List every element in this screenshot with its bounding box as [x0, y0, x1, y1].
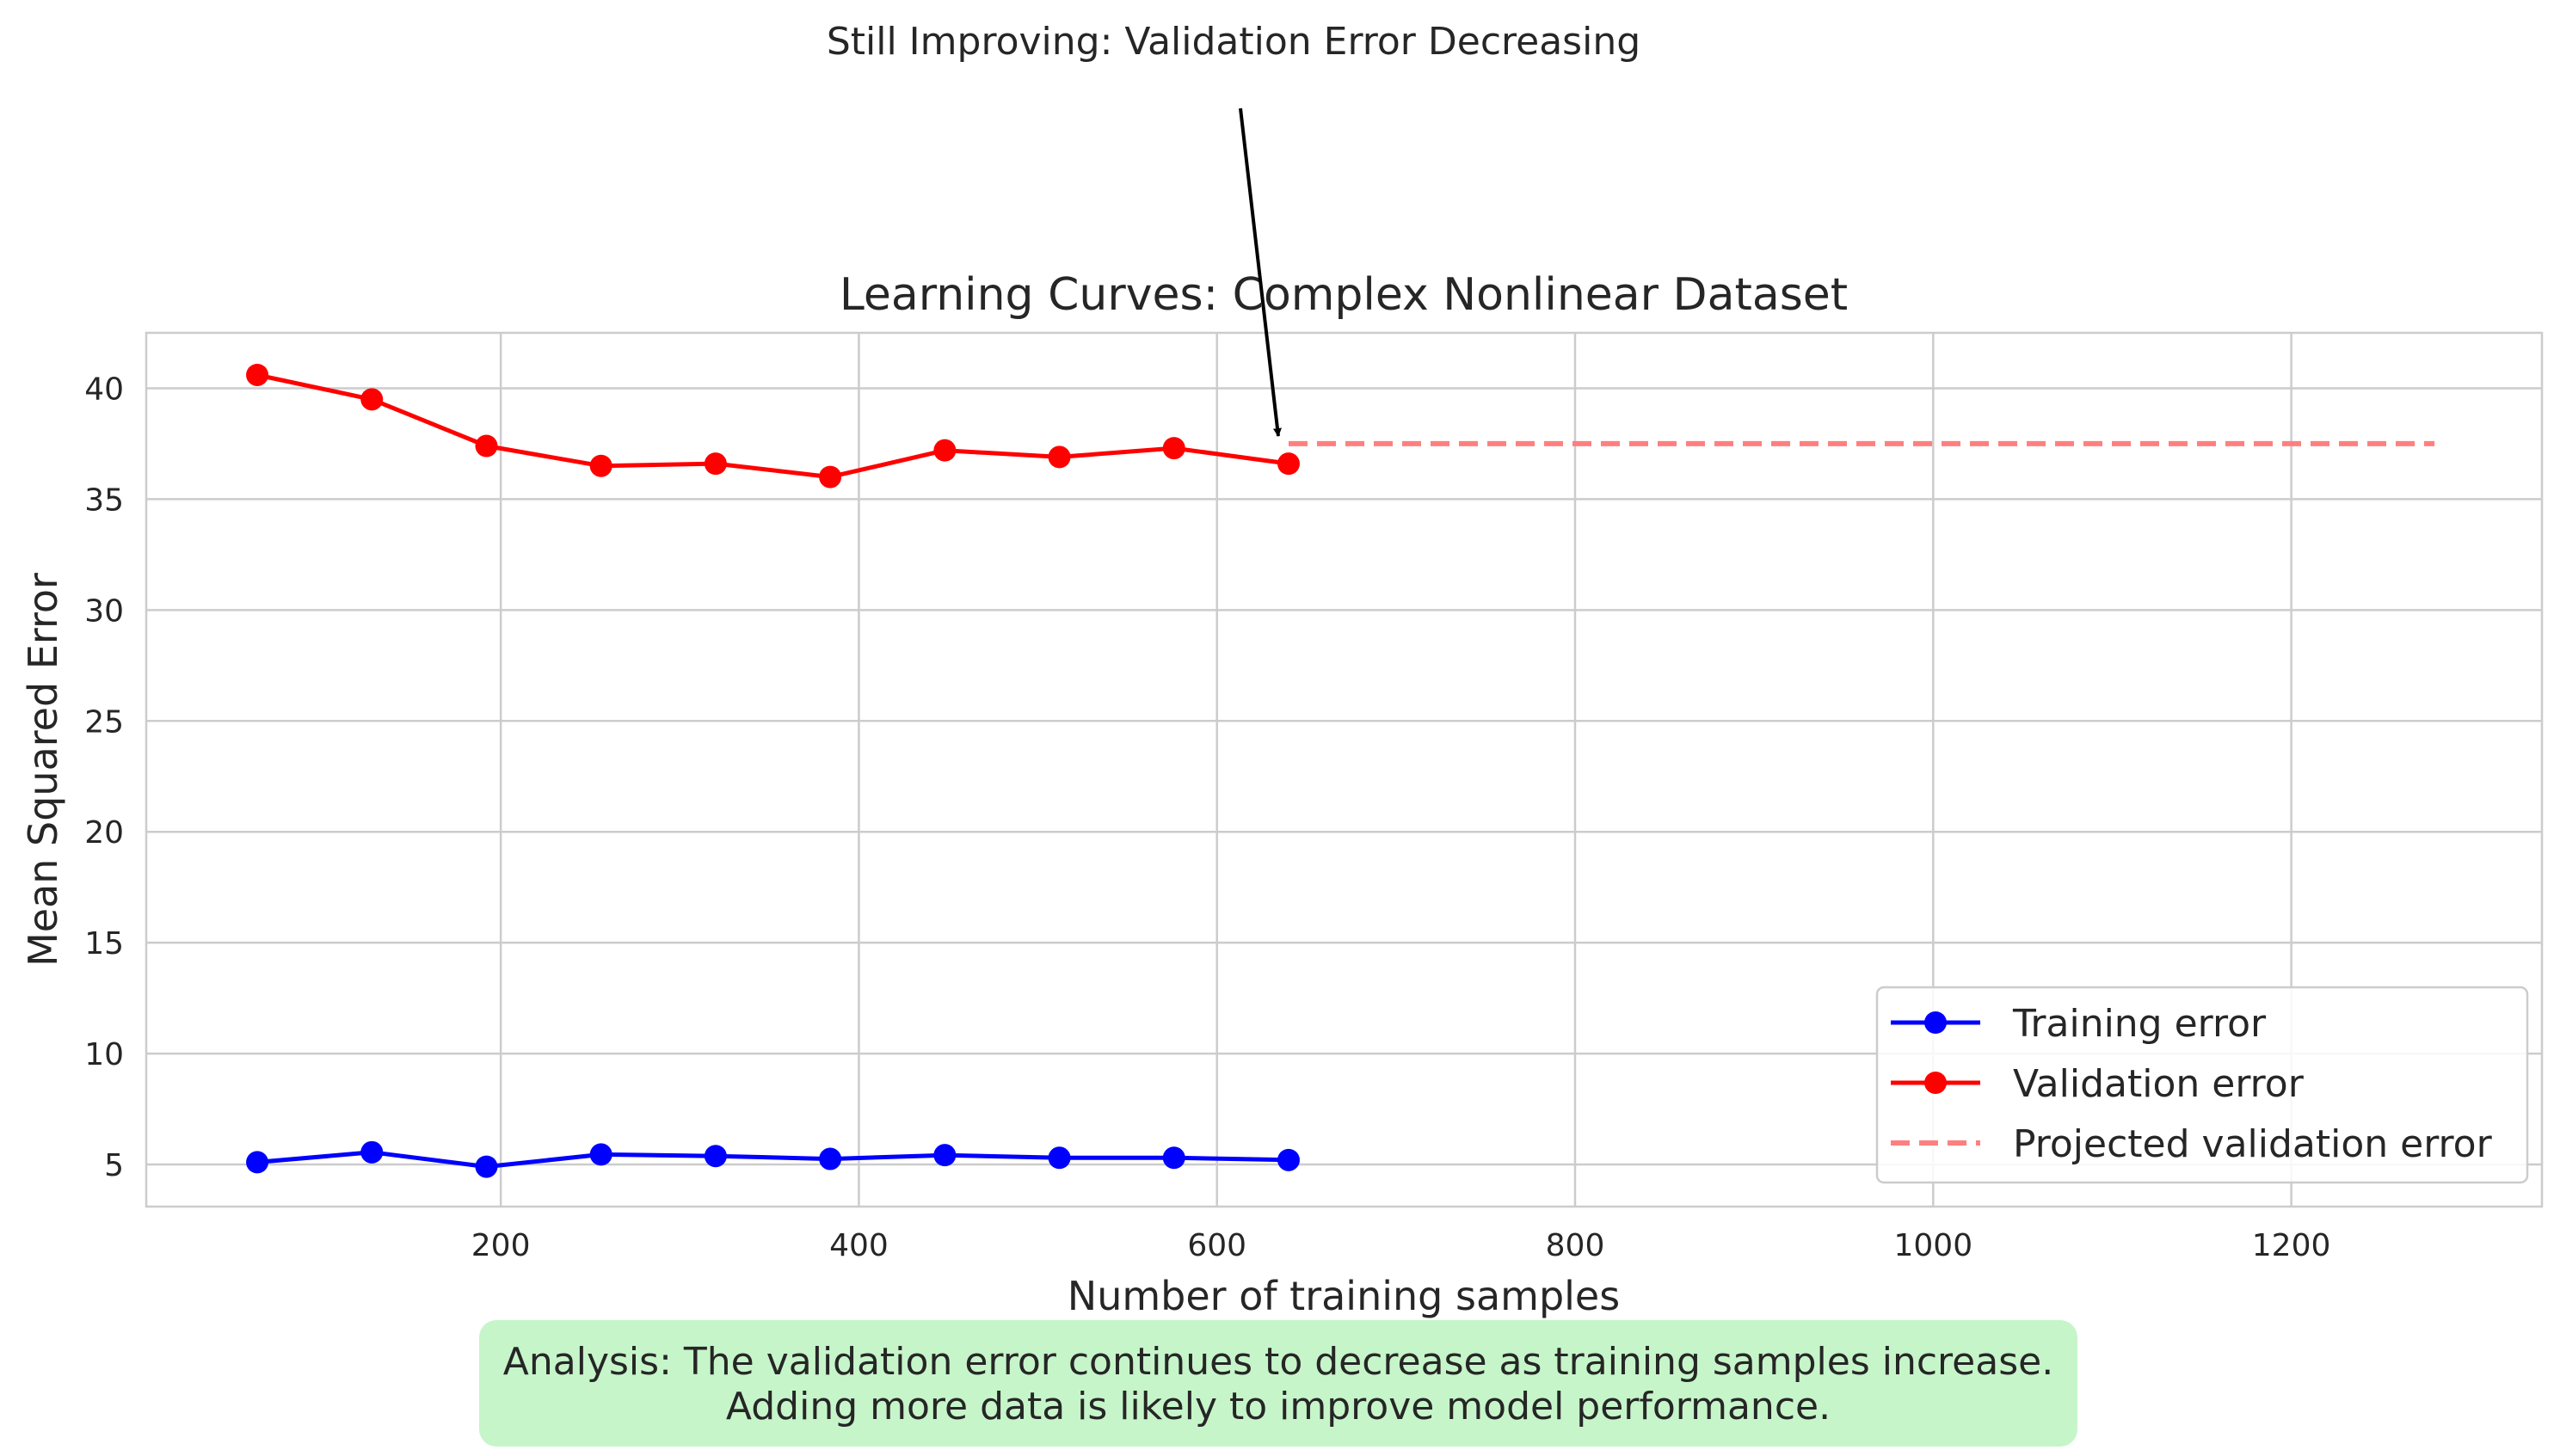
data-point — [704, 1145, 727, 1168]
data-point — [1162, 1146, 1185, 1170]
y-tick-label: 40 — [84, 372, 124, 407]
legend-items: Training error Validation error Projected … — [1891, 1002, 2493, 1166]
analysis-box: Analysis: The validation error continues… — [479, 1320, 2077, 1447]
y-tick-label: 10 — [84, 1037, 124, 1072]
data-point — [933, 439, 957, 462]
data-point — [246, 1151, 269, 1174]
data-point — [704, 452, 727, 476]
y-axis-label: Mean Squared Error — [20, 573, 66, 967]
y-tick-label: 25 — [84, 704, 124, 740]
annotation-arrow — [1239, 108, 1282, 437]
series-training-error — [246, 1140, 1300, 1178]
legend-swatch-marker — [1924, 1011, 1947, 1034]
x-tick-label: 1000 — [1893, 1228, 1972, 1263]
legend-label: Training error — [2012, 1002, 2267, 1046]
annotation: Still Improving: Validation Error Decrea… — [827, 20, 1640, 437]
y-tick-label: 30 — [84, 593, 124, 629]
annotation-text: Still Improving: Validation Error Decrea… — [827, 20, 1640, 64]
data-point — [933, 1144, 957, 1167]
data-point — [589, 1143, 612, 1166]
x-tick-label: 200 — [471, 1228, 531, 1263]
data-point — [360, 388, 384, 411]
y-tick-labels: 5 10 15 20 25 30 35 40 — [84, 372, 124, 1183]
series-validation-error — [246, 363, 1300, 488]
y-tick-label: 20 — [84, 815, 124, 851]
x-tick-label: 400 — [829, 1228, 889, 1263]
data-series — [246, 363, 2435, 1178]
y-tick-label: 35 — [84, 482, 124, 518]
x-axis-label: Number of training samples — [1068, 1273, 1620, 1319]
data-point — [1048, 445, 1071, 469]
y-tick-label: 5 — [104, 1148, 124, 1183]
x-tick-label: 800 — [1546, 1228, 1605, 1263]
series-line — [256, 372, 1289, 480]
legend: Training error Validation error Projected … — [1875, 986, 2529, 1184]
data-point — [819, 465, 842, 488]
legend-label: Projected validation error — [2013, 1122, 2493, 1166]
data-point — [1277, 1148, 1300, 1171]
data-point — [819, 1147, 842, 1170]
data-point — [475, 1155, 498, 1178]
data-point — [246, 363, 269, 386]
chart-title: Learning Curves: Complex Nonlinear Datas… — [840, 269, 1848, 321]
legend-box — [1875, 986, 2529, 1184]
x-tick-label: 1200 — [2252, 1228, 2331, 1263]
legend-swatch-marker — [1924, 1072, 1947, 1094]
analysis-line-2: Adding more data is likely to improve mo… — [726, 1385, 1831, 1428]
legend-label: Validation error — [2013, 1062, 2305, 1106]
data-point — [475, 434, 498, 458]
data-point — [1048, 1146, 1071, 1170]
data-point — [589, 454, 612, 477]
series-line — [256, 1150, 1289, 1170]
analysis-box-background — [479, 1320, 2077, 1447]
plot-area-frame — [145, 331, 2544, 1208]
data-point — [1162, 437, 1185, 460]
x-tick-labels: 200 400 600 800 1000 1200 — [471, 1228, 2331, 1263]
analysis-line-1: Analysis: The validation error continues… — [503, 1340, 2053, 1384]
y-tick-label: 15 — [84, 926, 124, 961]
data-point — [360, 1140, 384, 1164]
data-point — [1277, 452, 1300, 476]
x-tick-label: 600 — [1187, 1228, 1246, 1263]
